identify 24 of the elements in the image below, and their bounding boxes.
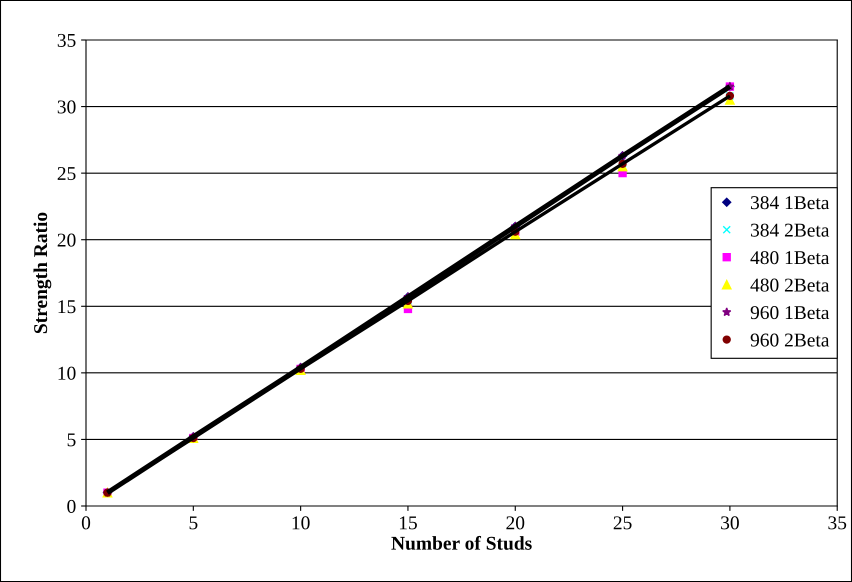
y-tick-label: 0: [67, 500, 76, 513]
legend-label: 384 1Beta: [750, 196, 830, 210]
y-tick-label: 15: [58, 300, 76, 314]
x-tick-label: 20: [506, 516, 524, 530]
y-tick-label: 5: [68, 433, 76, 446]
y-tick-label: 35: [58, 34, 76, 47]
x-tick-label: 15: [400, 516, 417, 530]
legend-label: 480 1Beta: [750, 251, 830, 264]
legend-label: 480 2Beta: [750, 278, 830, 292]
x-axis-title: Number of Studs: [391, 536, 532, 550]
x-tick-label: 25: [614, 516, 632, 530]
x-tick-label: 5: [190, 516, 198, 530]
y-tick-label: 25: [58, 167, 76, 180]
legend-label: 960 2Beta: [750, 333, 830, 347]
x-tick-label: 35: [828, 516, 846, 530]
x-tick-label: 30: [721, 516, 739, 530]
x-tick-label: 0: [82, 516, 90, 530]
y-tick-label: 20: [58, 234, 76, 247]
legend-label: 960 1Beta: [750, 306, 830, 320]
legend-label: 384 2Beta: [750, 224, 830, 237]
y-axis-title: Strength Ratio: [33, 212, 52, 334]
y-tick-label: 30: [58, 100, 76, 114]
x-tick-label: 10: [292, 516, 310, 530]
y-tick-label: 10: [58, 366, 76, 380]
